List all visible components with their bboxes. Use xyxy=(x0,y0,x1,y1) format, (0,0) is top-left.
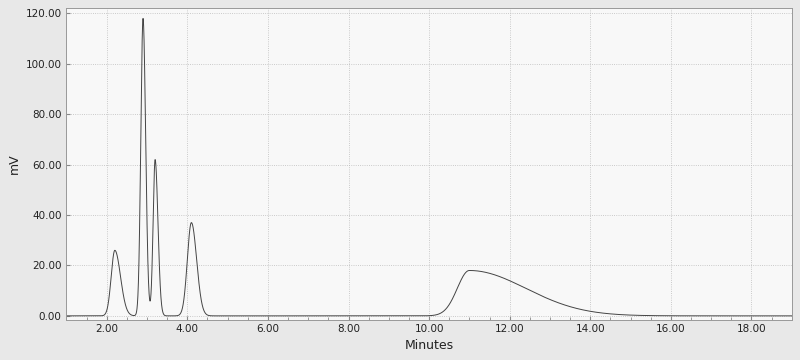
Y-axis label: mV: mV xyxy=(8,154,22,174)
X-axis label: Minutes: Minutes xyxy=(405,339,454,352)
